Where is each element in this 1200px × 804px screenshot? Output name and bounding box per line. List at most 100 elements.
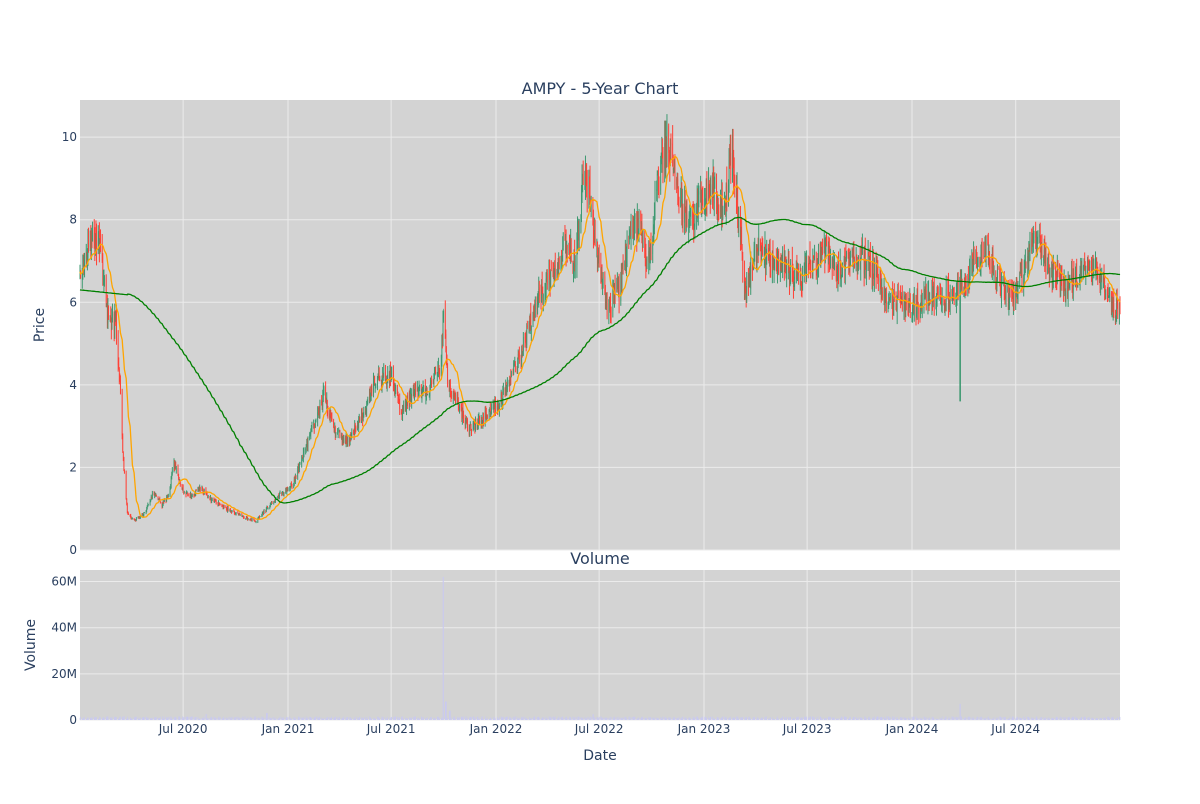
volume-bar	[138, 719, 140, 720]
volume-bar	[973, 717, 974, 720]
candle-body	[550, 267, 552, 269]
candle-body	[142, 513, 144, 515]
candle-body	[277, 496, 279, 499]
volume-bar	[198, 718, 199, 720]
volume-bar	[391, 717, 393, 720]
volume-bar	[697, 718, 699, 720]
volume-bar	[493, 717, 495, 720]
candle-body	[94, 241, 96, 254]
candle-body	[650, 242, 652, 253]
volume-bar	[837, 718, 839, 720]
volume-bar	[825, 718, 826, 720]
volume-bar	[247, 716, 249, 720]
volume-bar	[393, 716, 395, 720]
volume-bar	[920, 718, 922, 720]
volume-bar	[728, 718, 729, 720]
volume-bar	[842, 717, 843, 720]
volume-bar	[219, 717, 221, 720]
candle-body	[307, 440, 309, 447]
volume-bar	[1064, 718, 1066, 720]
candle-body	[379, 376, 381, 382]
candle-body	[963, 286, 965, 293]
volume-bar	[145, 716, 147, 720]
volume-bar	[270, 717, 272, 720]
candle-body	[346, 436, 348, 441]
volume-bar	[877, 716, 879, 720]
volume-bar	[477, 716, 479, 720]
candle-body	[149, 501, 151, 505]
candle-body	[1105, 293, 1107, 295]
candle-body	[1003, 279, 1005, 298]
volume-bar	[374, 718, 376, 720]
grid-lines	[80, 100, 1120, 721]
candle-body	[139, 517, 141, 518]
candle-body	[959, 281, 961, 294]
volume-bar	[152, 717, 153, 720]
candle-body	[786, 268, 787, 280]
volume-bar	[434, 717, 435, 720]
candle-body	[514, 362, 516, 364]
volume-bar	[688, 716, 690, 720]
candle-body	[254, 519, 255, 521]
volume-bar	[656, 717, 658, 720]
volume-bar	[91, 716, 93, 720]
candle-body	[474, 422, 475, 424]
candle-body	[169, 489, 171, 495]
volume-bar	[394, 717, 395, 720]
volume-bar	[610, 716, 612, 720]
candle-body	[650, 241, 651, 253]
candle-body	[329, 413, 330, 418]
candle-body	[666, 124, 668, 154]
candle-body	[692, 212, 693, 218]
candle-body	[1023, 278, 1025, 287]
candle-body	[174, 464, 176, 468]
volume-bar	[846, 717, 847, 720]
volume-bar	[514, 718, 516, 720]
candle-body	[287, 489, 289, 491]
candle-body	[813, 257, 814, 259]
volume-bar	[961, 716, 962, 720]
volume-bar	[466, 718, 467, 720]
candle-body	[361, 413, 362, 422]
candle-body	[402, 408, 403, 421]
candle-body	[482, 415, 484, 423]
volume-bar	[277, 718, 279, 720]
candle-body	[117, 338, 119, 366]
volume-bar	[813, 718, 815, 720]
volume-bar	[648, 717, 650, 720]
candle-body	[1079, 277, 1081, 280]
candle-body	[729, 152, 731, 164]
candle-body	[397, 395, 399, 400]
candle-body	[1047, 268, 1048, 274]
candle-body	[678, 197, 680, 201]
candle-body	[1092, 259, 1093, 282]
volume-bar	[193, 717, 195, 720]
candle-body	[521, 349, 522, 362]
candle-body	[670, 142, 671, 161]
candle-body	[418, 388, 420, 392]
candle-body	[697, 197, 699, 210]
candle-body	[850, 256, 851, 264]
volume-bar	[650, 717, 652, 720]
x-tick-label: Jan 2024	[885, 722, 939, 736]
volume-bar	[211, 718, 213, 720]
volume-bar	[1001, 717, 1003, 720]
price-y-tick-label: 6	[69, 295, 77, 309]
volume-bar	[724, 718, 726, 720]
volume-bar	[313, 717, 315, 720]
candle-body	[925, 290, 927, 305]
candle-body	[1055, 276, 1057, 280]
volume-bar	[604, 717, 606, 720]
volume-bar	[319, 716, 320, 720]
volume-bar	[664, 717, 665, 720]
volume-bar	[871, 718, 873, 720]
volume-bar	[444, 701, 446, 720]
x-tick-label: Jul 2020	[158, 722, 208, 736]
candle-body	[191, 496, 193, 499]
candle-body	[294, 478, 296, 482]
candle-body	[578, 232, 579, 238]
candle-body	[847, 253, 849, 254]
candle-body	[93, 232, 95, 243]
volume-bar	[287, 717, 288, 720]
volume-bar	[972, 718, 973, 720]
